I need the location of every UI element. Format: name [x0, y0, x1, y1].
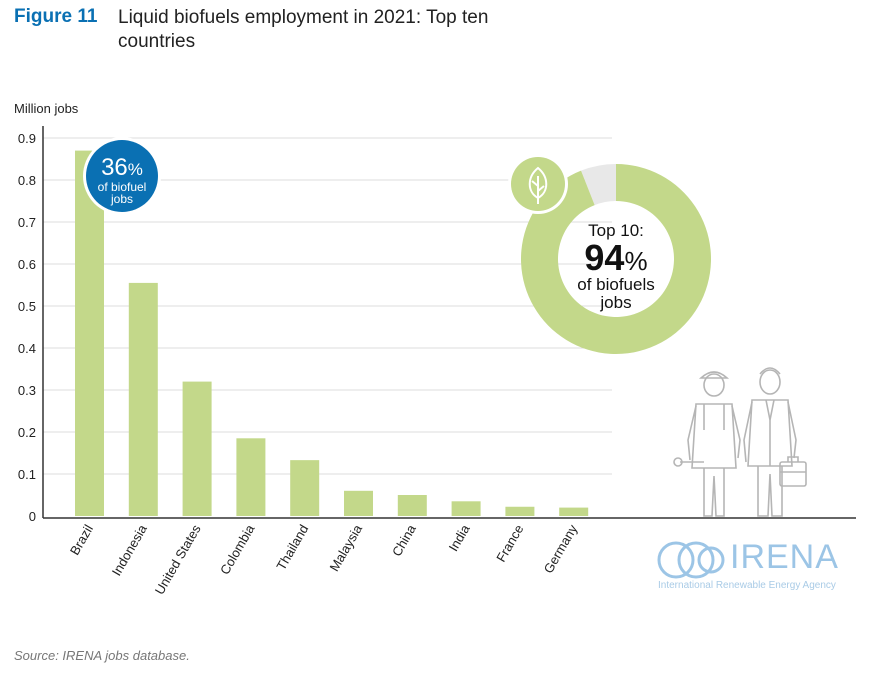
brazil-share-callout: 36% of biofuel jobs: [83, 137, 161, 215]
x-tick-label: China: [389, 521, 419, 559]
x-tick-label: Indonesia: [109, 521, 151, 578]
callout-text-line2: jobs: [110, 192, 133, 206]
donut-text-line3: of biofuels: [577, 275, 655, 294]
donut-text-line1: Top 10:: [588, 221, 644, 240]
bar-france: [505, 506, 535, 516]
leaf-icon: [528, 166, 548, 204]
y-axis-unit-label: Million jobs: [14, 101, 79, 116]
x-axis-ticks: Brazil Indonesia United States Colombia Thai…: [67, 521, 581, 597]
bar-china: [397, 495, 427, 516]
y-tick-label: 0.5: [18, 299, 36, 314]
x-tick-label: France: [493, 522, 526, 565]
irena-globe-icon: [657, 541, 725, 579]
donut-rest-segment: [581, 164, 616, 206]
bar-germany: [559, 507, 589, 516]
y-tick-label: 0.3: [18, 383, 36, 398]
irena-logo: IRENA International Renewable Energy Age…: [656, 538, 866, 598]
source-note: Source: IRENA jobs database.: [14, 648, 190, 663]
y-tick-label: 0.6: [18, 257, 36, 272]
workers-illustration: [673, 367, 807, 517]
y-tick-label: 0.4: [18, 341, 36, 356]
top10-share-donut: Top 10: 94% of biofuels jobs: [508, 154, 711, 355]
x-tick-label: Malaysia: [326, 521, 365, 574]
figure-label: Figure 11: [14, 6, 98, 27]
donut-percent: 94%: [584, 237, 647, 278]
y-tick-label: 0.2: [18, 425, 36, 440]
worker-with-briefcase-icon: [743, 367, 807, 517]
donut-text-line4: jobs: [599, 293, 631, 312]
donut-top10-segment: [520, 164, 711, 355]
bar-brazil: [75, 150, 104, 516]
y-axis-ticks: 0 0.1 0.2 0.3 0.4 0.5 0.6 0.7 0.8 0.9: [18, 131, 36, 524]
callout-percent: 36%: [101, 154, 143, 181]
x-tick-label: Brazil: [67, 522, 96, 558]
callout-text-line1: of biofuel: [98, 180, 147, 194]
irena-subtitle: International Renewable Energy Agency: [658, 580, 836, 591]
y-tick-label: 0.1: [18, 467, 36, 482]
x-tick-label: Germany: [541, 522, 581, 576]
bar-chart: 0 0.1 0.2 0.3 0.4 0.5 0.6 0.7 0.8 0.9 Brazil Indon…: [18, 126, 856, 597]
bars: [75, 150, 589, 516]
bar-colombia: [236, 438, 266, 516]
bar-indonesia: [128, 282, 158, 516]
figure-title: Liquid biofuels employment in 2021: Top …: [118, 7, 489, 52]
y-tick-label: 0.9: [18, 131, 36, 146]
bar-thailand: [290, 460, 320, 516]
x-tick-label: United States: [152, 522, 204, 598]
irena-wordmark: IRENA: [730, 538, 839, 576]
callout-circle: [86, 140, 158, 212]
bar-united-states: [182, 381, 212, 516]
worker-with-wrench-icon: [673, 371, 741, 517]
bar-india: [451, 501, 481, 516]
y-tick-label: 0.7: [18, 215, 36, 230]
x-tick-label: Colombia: [217, 521, 258, 577]
bar-malaysia: [344, 490, 373, 516]
x-tick-label: Thailand: [273, 522, 311, 573]
x-tick-label: India: [446, 521, 473, 554]
y-tick-label: 0.8: [18, 173, 36, 188]
y-tick-label: 0: [29, 509, 36, 524]
